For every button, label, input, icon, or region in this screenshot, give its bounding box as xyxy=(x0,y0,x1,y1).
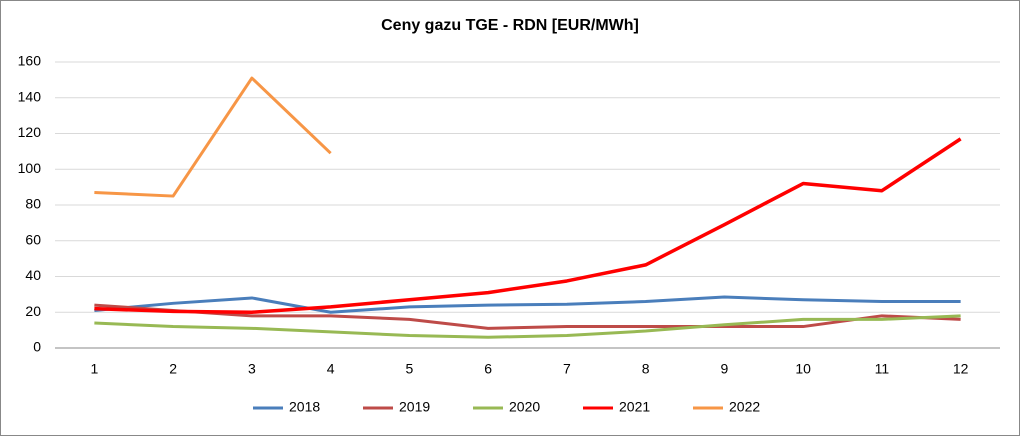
x-tick-label: 7 xyxy=(563,361,571,377)
y-tick-label: 120 xyxy=(18,124,42,140)
x-tick-label: 3 xyxy=(248,361,256,377)
legend-label: 2020 xyxy=(509,399,540,415)
x-tick-label: 5 xyxy=(405,361,413,377)
y-tick-label: 100 xyxy=(18,160,42,176)
x-tick-label: 8 xyxy=(642,361,650,377)
series-line xyxy=(94,295,961,314)
legend-label: 2018 xyxy=(289,399,320,415)
series-line xyxy=(94,76,332,198)
y-tick-label: 140 xyxy=(18,88,42,104)
x-tick-label: 2 xyxy=(169,361,177,377)
x-tick-label: 11 xyxy=(875,361,890,377)
x-tick-label: 1 xyxy=(90,361,98,377)
y-tick-label: 40 xyxy=(25,267,41,283)
x-tick-label: 6 xyxy=(484,361,492,377)
legend-label: 2019 xyxy=(399,399,430,415)
legend-label: 2021 xyxy=(619,399,650,415)
y-tick-label: 20 xyxy=(25,303,41,319)
x-tick-label: 9 xyxy=(720,361,728,377)
chart-title: Ceny gazu TGE - RDN [EUR/MWh] xyxy=(381,17,639,34)
series-line xyxy=(94,137,962,314)
x-tick-label: 12 xyxy=(953,361,969,377)
y-tick-label: 160 xyxy=(18,53,42,69)
y-tick-label: 0 xyxy=(33,339,41,355)
series-line xyxy=(94,303,961,330)
series-line xyxy=(94,314,961,339)
y-tick-label: 60 xyxy=(25,231,41,247)
legend-label: 2022 xyxy=(729,399,760,415)
y-tick-label: 80 xyxy=(25,196,41,212)
x-tick-label: 4 xyxy=(327,361,335,377)
x-tick-label: 10 xyxy=(795,361,811,377)
